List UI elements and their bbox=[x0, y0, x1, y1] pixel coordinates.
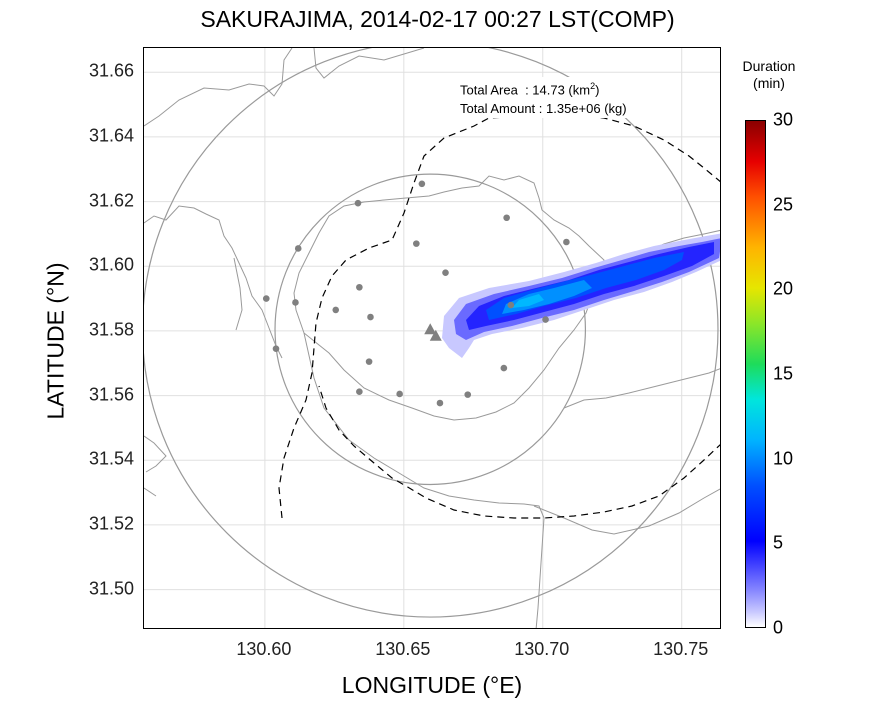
map-plot-area[interactable] bbox=[143, 47, 721, 629]
colorbar-title-line1: Duration bbox=[742, 58, 796, 74]
coastline-northwest bbox=[144, 205, 283, 359]
colorbar-tick-label: 25 bbox=[773, 194, 794, 215]
coastline-sakurajima bbox=[293, 175, 605, 421]
y-axis-label: LATITUDE (°N) bbox=[42, 262, 69, 420]
map-title: SAKURAJIMA, 2014-02-17 00:27 LST(COMP) bbox=[200, 6, 675, 32]
station-dot bbox=[503, 214, 510, 222]
station-dot bbox=[396, 390, 403, 398]
station-dot bbox=[292, 299, 299, 306]
x-tick-label: 130.75 bbox=[653, 639, 709, 659]
x-tick-label: 130.60 bbox=[236, 639, 292, 659]
y-tick-label: 31.62 bbox=[88, 190, 134, 211]
dashed-boundary bbox=[278, 113, 720, 519]
inner-range-circle bbox=[274, 173, 587, 486]
station-dot bbox=[507, 301, 515, 309]
outer-range-circle bbox=[144, 48, 719, 618]
colorbar-title: Duration (min) bbox=[728, 58, 810, 92]
x-tick-label: 130.65 bbox=[375, 639, 431, 659]
x-tick-label: 130.70 bbox=[514, 639, 570, 659]
x-axis-label: LONGITUDE (°E) bbox=[341, 672, 523, 698]
total-area-label: Total Area bbox=[460, 82, 518, 98]
colorbar-tick-label: 30 bbox=[773, 109, 794, 130]
vent-triangle bbox=[424, 323, 437, 335]
station-dot bbox=[294, 245, 302, 252]
y-tick-label: 31.50 bbox=[88, 578, 134, 599]
colorbar-tick-label: 5 bbox=[773, 532, 784, 553]
coastline-north bbox=[144, 48, 425, 127]
station-dot bbox=[365, 358, 373, 365]
stats-box: Total Area : 14.73 (km2) Total Amount : … bbox=[458, 77, 629, 119]
total-area-superscript: 2 bbox=[590, 81, 596, 91]
station-dot bbox=[464, 391, 472, 398]
coastline-west bbox=[144, 257, 243, 497]
station-dot bbox=[442, 269, 449, 277]
colorbar-tick-label: 20 bbox=[773, 278, 794, 299]
station-dot bbox=[356, 388, 363, 396]
vent-markers bbox=[424, 323, 442, 341]
total-amount-row: Total Amount : 1.35e+06 (kg) bbox=[460, 99, 627, 118]
colorbar-tick-label: 10 bbox=[773, 448, 794, 469]
duration-colorbar bbox=[745, 120, 766, 628]
colorbar-tick-label: 0 bbox=[773, 617, 784, 638]
total-amount-value: : 1.35e+06 (kg) bbox=[538, 101, 627, 117]
station-dot bbox=[332, 306, 340, 314]
station-dot bbox=[262, 295, 270, 302]
y-tick-label: 31.60 bbox=[88, 254, 134, 275]
y-tick-label: 31.56 bbox=[88, 384, 134, 405]
station-dot bbox=[542, 316, 549, 323]
ash-plume bbox=[442, 233, 720, 358]
station-dot bbox=[418, 180, 426, 188]
station-dot bbox=[413, 240, 420, 247]
y-tick-label: 31.64 bbox=[88, 125, 134, 146]
coastline-southwest bbox=[303, 332, 545, 628]
station-dot bbox=[367, 313, 374, 321]
station-dot bbox=[436, 399, 444, 407]
station-dot bbox=[500, 364, 508, 372]
station-dot bbox=[272, 345, 280, 353]
station-dot bbox=[354, 199, 362, 207]
y-tick-label: 31.52 bbox=[88, 513, 134, 534]
y-tick-label: 31.58 bbox=[88, 319, 134, 340]
map-svg bbox=[144, 48, 720, 628]
station-dot bbox=[356, 283, 363, 291]
y-tick-label: 31.66 bbox=[88, 60, 134, 81]
coastline-southeast bbox=[533, 488, 720, 535]
station-dot bbox=[563, 238, 570, 246]
vent-triangle bbox=[429, 329, 442, 341]
observation-stations bbox=[262, 180, 570, 407]
colorbar-title-line2: (min) bbox=[753, 75, 785, 91]
total-area-close: ) bbox=[595, 82, 600, 98]
total-area-row: Total Area : 14.73 (km2) bbox=[460, 77, 627, 99]
y-tick-label: 31.54 bbox=[88, 448, 134, 469]
total-amount-label: Total Amount bbox=[460, 101, 536, 117]
colorbar-tick-label: 15 bbox=[773, 363, 794, 384]
total-area-value: : 14.73 (km bbox=[525, 82, 591, 98]
